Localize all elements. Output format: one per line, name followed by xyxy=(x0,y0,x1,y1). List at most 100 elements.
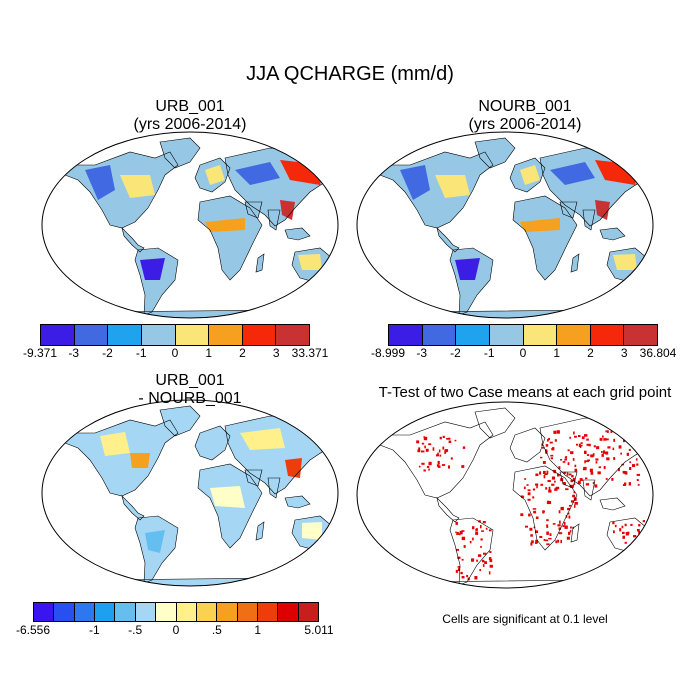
colorbar-nourb-label: 1 xyxy=(553,346,561,360)
significant-cell xyxy=(551,476,555,480)
significant-cell xyxy=(570,451,574,455)
significant-cell xyxy=(568,531,571,535)
significant-cell xyxy=(539,471,542,475)
significant-cell xyxy=(548,501,552,504)
significant-cell xyxy=(571,474,574,478)
significant-cell xyxy=(624,541,627,544)
significant-cell xyxy=(592,481,595,485)
colorbar-urb-label: 0 xyxy=(171,346,179,360)
panel-title-urb: URB_001 (yrs 2006-2014) xyxy=(40,98,340,134)
significant-cell xyxy=(550,454,554,457)
significant-cell xyxy=(570,526,572,529)
significant-cell xyxy=(636,479,639,481)
significant-cell xyxy=(618,445,622,449)
significant-cell xyxy=(539,536,543,538)
significant-cell xyxy=(545,449,548,453)
significant-cell xyxy=(586,438,589,441)
significant-cell xyxy=(568,504,572,507)
significant-cell xyxy=(459,533,461,536)
colorbar-diff-segment xyxy=(196,603,218,621)
significant-cell xyxy=(562,461,566,463)
colorbar-nourb-label: -1 xyxy=(483,346,495,360)
significant-cell xyxy=(602,435,604,438)
colorbar-urb-segment xyxy=(41,325,75,345)
significant-cell xyxy=(550,457,553,460)
significant-cell xyxy=(432,447,435,451)
colorbar-urb-label: -3 xyxy=(68,346,80,360)
significant-cell xyxy=(545,539,549,542)
significant-cell xyxy=(572,458,575,461)
significant-cell xyxy=(612,521,615,525)
significant-cell xyxy=(488,557,492,560)
colorbar-urb-label: 2 xyxy=(239,346,246,360)
significant-cell xyxy=(577,480,581,484)
significant-cell xyxy=(438,449,441,453)
panel-title-nourb-line2: (yrs 2006-2014) xyxy=(468,116,582,133)
colorbar-nourb xyxy=(388,324,658,346)
significant-cell xyxy=(618,468,620,472)
significant-cell xyxy=(476,559,478,562)
significant-cell xyxy=(480,538,483,541)
significant-cell xyxy=(601,451,603,453)
significant-cell xyxy=(428,443,432,446)
significant-cell xyxy=(586,443,590,446)
colorbar-diff-label: -6.556 xyxy=(15,623,51,637)
significant-cell xyxy=(564,525,568,529)
significant-cell xyxy=(555,486,560,490)
significant-cell xyxy=(488,571,491,575)
significant-cell xyxy=(641,541,645,543)
colorbar-urb xyxy=(40,324,310,346)
significant-cell xyxy=(525,525,528,528)
significant-cell xyxy=(582,468,586,471)
significant-cell xyxy=(526,484,529,486)
significant-cell xyxy=(584,450,587,454)
significant-cell xyxy=(439,454,442,457)
significant-cell xyxy=(620,452,622,455)
significant-cell xyxy=(461,558,464,561)
significant-cell xyxy=(450,457,453,460)
significant-cell xyxy=(613,530,615,534)
significant-cell xyxy=(531,540,534,544)
colorbar-diff-label: 0 xyxy=(172,623,180,637)
significant-cell xyxy=(542,461,546,464)
significant-cell xyxy=(610,430,613,433)
significant-cell xyxy=(448,465,450,469)
colorbar-urb-segment xyxy=(175,325,210,345)
significant-cell xyxy=(457,568,461,571)
significant-cell xyxy=(588,443,591,447)
significant-cell xyxy=(628,482,631,486)
significance-note: Cells are significant at 0.1 level xyxy=(442,612,608,626)
significant-cell xyxy=(489,551,492,553)
significant-cell xyxy=(636,473,640,476)
significant-cell xyxy=(619,528,622,532)
significant-cell xyxy=(466,574,469,577)
significant-cell xyxy=(562,482,565,485)
significant-cell xyxy=(461,576,465,579)
significant-cell xyxy=(597,471,601,475)
significant-cell xyxy=(637,434,641,437)
colorbar-diff-segment xyxy=(237,603,258,621)
significant-cell xyxy=(532,488,536,491)
significant-cell xyxy=(572,494,576,498)
colorbar-urb-label: 33.371 xyxy=(291,346,329,360)
significant-cell xyxy=(457,566,461,568)
colorbar-urb-segment xyxy=(242,325,277,345)
significant-cell xyxy=(580,442,583,444)
panel-title-nourb-line1: NOURB_001 xyxy=(478,98,572,115)
significant-cell xyxy=(555,540,558,544)
significant-cell xyxy=(572,477,576,482)
colorbar-urb-labels: -9.371 -3 -2 -1 0 1 2 3 33.371 xyxy=(23,346,328,362)
significant-cell xyxy=(589,468,593,472)
map-nourb-patches xyxy=(400,160,640,280)
significant-cell xyxy=(592,453,595,457)
significant-cell xyxy=(603,451,607,454)
significant-cell xyxy=(548,489,552,493)
significant-cell xyxy=(598,466,602,469)
colorbar-nourb-label: -3 xyxy=(416,346,428,360)
colorbar-nourb-label: 36.804 xyxy=(639,346,677,360)
significant-cell xyxy=(444,450,446,454)
significant-cell xyxy=(475,528,478,531)
significant-cell xyxy=(540,456,543,459)
colorbar-nourb-label: 0 xyxy=(519,346,527,360)
significant-cell xyxy=(523,486,526,490)
